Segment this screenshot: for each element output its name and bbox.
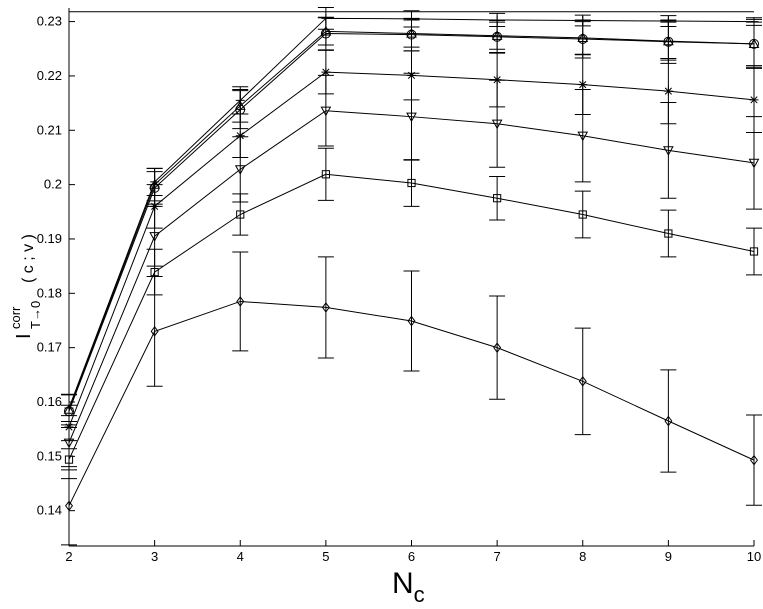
error-bar: [489, 79, 506, 168]
asterisk-marker: [492, 75, 502, 85]
error-bar: [660, 102, 677, 199]
error-bar: [317, 74, 334, 147]
diamond-marker: [664, 415, 673, 427]
square-marker: [150, 268, 159, 277]
y-tick-label: 0.19: [37, 231, 62, 246]
error-bar: [746, 116, 762, 210]
x-tick-label: 4: [237, 549, 244, 564]
x-tick-label: 2: [65, 549, 72, 564]
error-bar: [489, 175, 506, 221]
error-bar: [403, 159, 420, 207]
x-axis-label: Nc: [392, 567, 425, 607]
circle-marker: [663, 36, 674, 47]
square-marker: [749, 247, 759, 256]
series-square: [61, 147, 762, 480]
series-triangle-down: [61, 72, 762, 471]
triangle-down-marker: [748, 158, 760, 169]
y-tick-label: 0.18: [37, 285, 62, 300]
x-tick-label: 3: [151, 549, 158, 564]
square-marker: [578, 210, 587, 219]
diamond-marker: [236, 296, 245, 307]
x-axis-label-main: N: [392, 567, 414, 600]
axes: 2 3 4 5 6 7 8 9 10 0.14 0.15 0.16 0.17 0.18 0.19 0.2 0.2…: [37, 8, 761, 564]
y-tick-label: 0.23: [37, 14, 62, 29]
square-marker: [493, 194, 502, 203]
error-bar: [574, 89, 591, 183]
triangle-down-marker: [406, 112, 417, 123]
error-bar: [317, 256, 334, 359]
series-diamond: [61, 251, 762, 546]
square-marker: [236, 210, 245, 219]
error-bar: [232, 136, 249, 203]
error-bar: [660, 369, 677, 473]
error-bar: [232, 251, 249, 352]
asterisk-marker: [578, 80, 588, 90]
square-marker: [664, 229, 673, 238]
y-axis-label-sup: corr: [8, 306, 23, 329]
asterisk-marker: [235, 131, 245, 141]
axis-labels: Nc I corr T→0 ( c ; v ): [8, 234, 425, 607]
circle-marker: [749, 38, 759, 49]
y-tick-label: 0.22: [37, 68, 62, 83]
asterisk-marker: [663, 86, 673, 96]
circle-marker: [492, 31, 503, 42]
circle-marker: [320, 28, 331, 39]
asterisk-marker: [749, 95, 759, 105]
triangle-down-marker: [234, 165, 246, 175]
circle-marker: [406, 29, 417, 40]
error-bar: [317, 147, 334, 201]
y-axis-label-main: I: [13, 333, 35, 339]
error-bar: [574, 327, 591, 436]
triangle-down-marker: [663, 146, 674, 156]
y-tick-label: 0.2: [44, 177, 62, 192]
x-tick-label: 5: [322, 549, 329, 564]
error-bar: [660, 209, 677, 258]
y-tick-label: 0.16: [37, 394, 62, 409]
error-bar: [403, 270, 420, 372]
y-axis-label-args: ( c ; v ): [20, 234, 37, 283]
asterisk-marker: [321, 67, 331, 77]
x-tick-label: 6: [408, 549, 415, 564]
triangle-down-marker: [149, 232, 160, 242]
y-tick-label: 0.15: [37, 448, 62, 463]
y-tick-label: 0.14: [37, 503, 62, 518]
diamond-marker: [321, 302, 330, 313]
error-bar: [746, 227, 762, 276]
x-tick-label: 10: [747, 549, 761, 564]
diamond-marker: [578, 376, 587, 387]
x-axis-label-sub: c: [414, 582, 425, 607]
square-marker: [321, 170, 330, 179]
y-tick-label: 0.17: [37, 340, 62, 355]
diamond-marker: [493, 342, 502, 353]
triangle-down-marker: [320, 106, 332, 117]
x-tick-label: 8: [579, 549, 586, 564]
error-bar: [574, 190, 591, 239]
error-bar: [746, 414, 762, 506]
y-axis-label-sub: T→0: [28, 301, 43, 329]
series-group: [61, 6, 762, 546]
triangle-down-marker: [577, 131, 589, 142]
y-axis-label: I corr T→0 ( c ; v ): [8, 234, 43, 339]
error-bar: [146, 275, 163, 387]
diamond-marker: [750, 454, 758, 466]
y-tick-label: 0.21: [37, 122, 62, 137]
series-circle: [61, 16, 762, 429]
x-tick-label: 7: [494, 549, 501, 564]
error-bar: [317, 16, 334, 51]
diamond-marker: [150, 326, 159, 337]
triangle-down-marker: [491, 119, 503, 130]
circle-marker: [577, 33, 588, 44]
error-bar: [232, 193, 249, 236]
square-marker: [407, 178, 416, 188]
diamond-marker: [407, 315, 416, 327]
x-tick-label: 9: [665, 549, 672, 564]
error-bar: [489, 295, 506, 400]
